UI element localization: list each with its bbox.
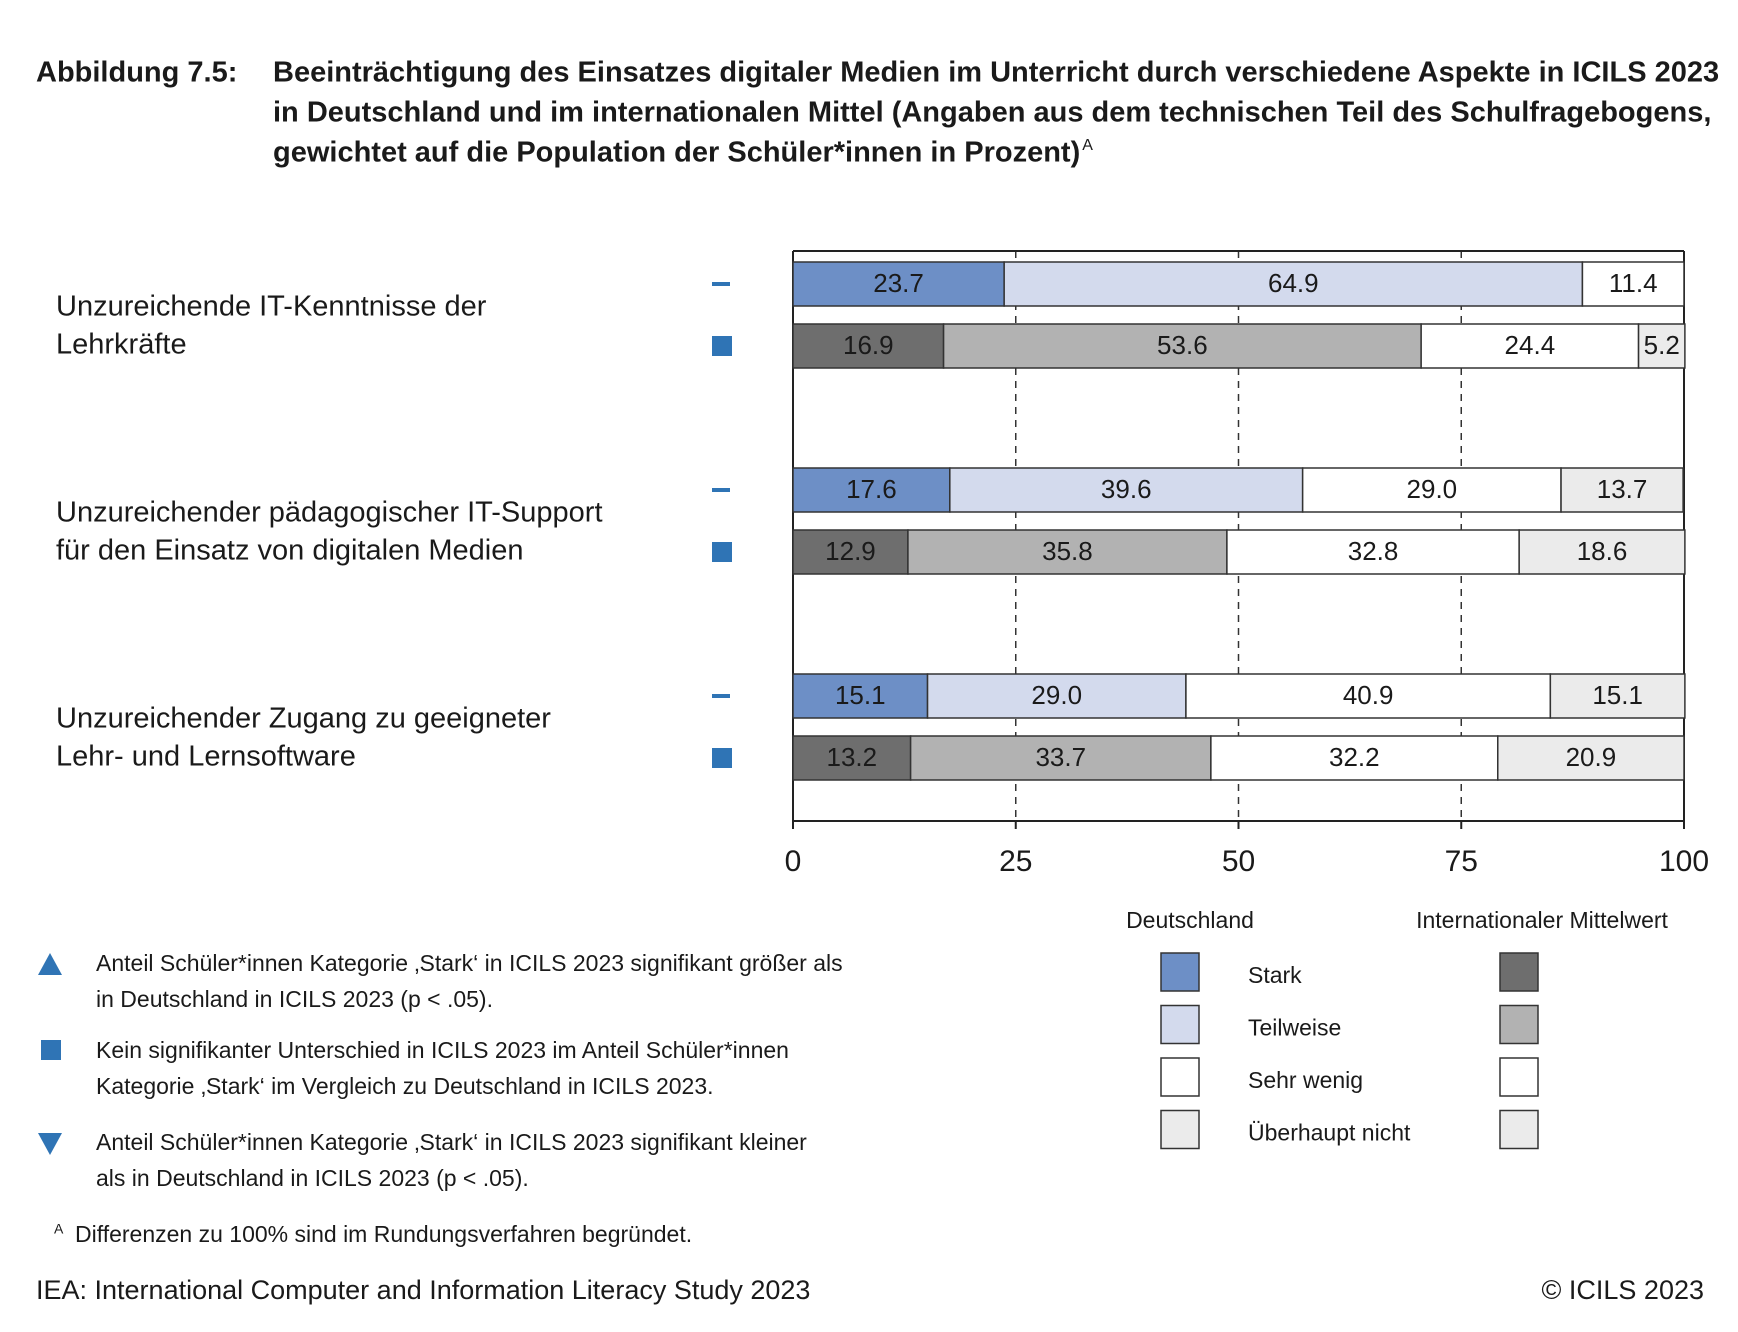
value-label: 13.7 [1597,474,1648,504]
value-label: 17.6 [846,474,897,504]
value-label: 29.0 [1407,474,1458,504]
category-label: Unzureichende IT-Kenntnisse der [56,291,487,323]
footnote: Differenzen zu 100% sind im Rundungsverf… [75,1221,692,1247]
value-label: 53.6 [1157,330,1208,360]
value-label: 11.4 [1609,268,1658,298]
bar-segment [792,735,912,781]
no-difference-dash [712,488,730,492]
value-label: 29.0 [1031,680,1082,710]
legend-swatch [1160,952,1200,992]
value-label: 23.7 [873,268,924,298]
legend-swatch [1499,1057,1539,1097]
triangle-up-icon [38,953,62,975]
value-label: 24.4 [1505,330,1556,360]
value-label: 15.1 [1592,680,1643,710]
note-line: Kein signifikanter Unterschied in ICILS … [96,1037,789,1063]
triangle-down-icon [38,1133,62,1155]
bar-segment [942,323,1422,369]
category-label: Unzureichender pädagogischer IT-Support [56,497,603,529]
category-label: Lehr- und Lernsoftware [56,741,356,773]
footnote-mark: A [54,1221,64,1237]
bar-segment [926,673,1187,719]
x-tick-label: 100 [1659,845,1709,878]
value-label: 40.9 [1343,680,1394,710]
bar-segment [792,529,909,575]
value-label: 18.6 [1577,536,1628,566]
note-line: in Deutschland in ICILS 2023 (p < .05). [96,986,493,1012]
note-line: Anteil Schüler*innen Kategorie ‚Stark‘ i… [96,1129,807,1155]
figure-number: Abbildung 7.5: [36,57,237,89]
value-label: 16.9 [843,330,894,360]
bar-segment [1420,323,1640,369]
value-label: 35.8 [1042,536,1093,566]
value-label: 12.9 [825,536,876,566]
x-tick-label: 0 [785,845,802,878]
legend-swatch [1499,952,1539,992]
bar-segment [1518,529,1686,575]
value-label: 15.1 [835,680,886,710]
note-line: Kategorie ‚Stark‘ im Vergleich zu Deutsc… [96,1073,714,1099]
legend-swatch [1160,1004,1200,1045]
source: IEA: International Computer and Informat… [36,1275,810,1305]
bar-segment [1185,673,1552,719]
title-note: A [1082,137,1093,154]
category-label: für den Einsatz von digitalen Medien [56,535,524,567]
value-label: 33.7 [1035,742,1086,772]
note-line: Anteil Schüler*innen Kategorie ‚Stark‘ i… [96,950,843,976]
bar-segment [792,323,945,369]
value-label: 32.2 [1329,742,1380,772]
note-line: als in Deutschland in ICILS 2023 (p < .0… [96,1165,529,1191]
bar-segment [1560,467,1684,513]
x-tick-label: 75 [1445,845,1478,878]
no-difference-dash [712,282,730,286]
bar-segment [909,735,1212,781]
bar-segment [1581,261,1685,307]
legend-label: Überhaupt nicht [1248,1120,1411,1146]
legend-swatch [1160,1109,1200,1150]
title-line: Beeinträchtigung des Einsatzes digitaler… [273,57,1719,89]
no-difference-square [712,336,732,356]
bar-segment [1637,323,1686,369]
value-label: 20.9 [1566,742,1617,772]
bar-segment [792,673,929,719]
value-label: 64.9 [1268,268,1319,298]
no-difference-dash [712,694,730,698]
bar-segment [1003,261,1584,307]
category-label: Lehrkräfte [56,329,187,361]
bar-segment [949,467,1304,513]
legend-swatch [1499,1004,1539,1045]
value-label: 39.6 [1101,474,1152,504]
copyright: © ICILS 2023 [1542,1275,1705,1305]
bar-segment [1301,467,1562,513]
legend-group-title: Deutschland [1126,907,1254,933]
x-tick-label: 25 [999,845,1032,878]
legend-swatch [1160,1057,1200,1097]
bar-segment [792,261,1005,307]
bar-segment [1549,673,1686,719]
legend-swatch [1499,1109,1539,1150]
bar-segment [1497,735,1685,781]
no-difference-square [712,542,732,562]
value-label: 5.2 [1644,330,1680,360]
title-line: gewichtet auf die Population der Schüler… [273,137,1080,169]
legend-group-title: Internationaler Mittelwert [1416,907,1668,933]
title-line: in Deutschland und im internationalen Mi… [273,97,1711,129]
legend-label: Stark [1248,962,1302,988]
bar-segment [1226,529,1520,575]
legend-label: Teilweise [1248,1015,1341,1041]
value-label: 32.8 [1348,536,1399,566]
x-tick-label: 50 [1222,845,1255,878]
category-label: Unzureichender Zugang zu geeigneter [56,703,551,735]
bar-segment [1210,735,1499,781]
legend-label: Sehr wenig [1248,1067,1363,1093]
square-icon [41,1040,61,1060]
bar-segment [907,529,1228,575]
value-label: 13.2 [827,742,878,772]
no-difference-square [712,748,732,768]
